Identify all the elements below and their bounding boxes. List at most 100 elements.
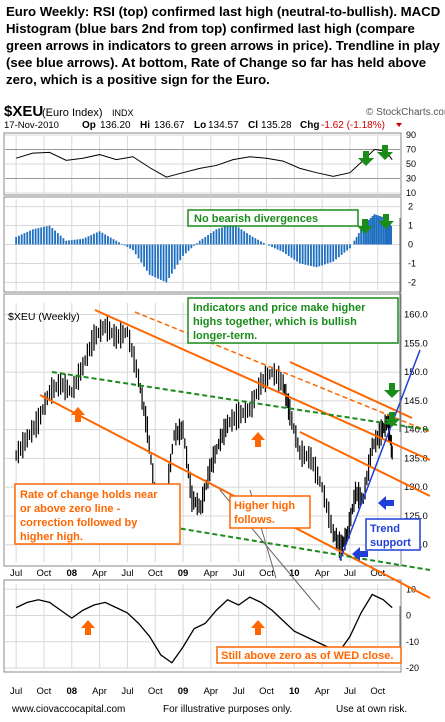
macd-bar	[221, 227, 223, 245]
x-tick-label: 10	[289, 568, 300, 579]
macd-bar	[321, 244, 324, 266]
annotation-still-above: Still above zero as of WED close.	[216, 646, 402, 664]
macd-bar	[45, 226, 48, 245]
x-tick-label: 09	[178, 568, 189, 579]
x-tick-label: Jul	[121, 686, 133, 697]
macd-bar	[159, 244, 162, 280]
macd-bar	[48, 225, 51, 245]
macd-bar	[123, 244, 126, 246]
macd-bar	[337, 244, 340, 258]
x-tick-label: Apr	[92, 686, 107, 697]
annotation-roc-note: Rate of change holds near or above zero l…	[14, 483, 181, 545]
macd-bar	[215, 229, 218, 245]
macd-bar	[34, 228, 37, 245]
x-tick-label: Oct	[37, 568, 52, 579]
macd-bar	[81, 238, 84, 245]
macd-bar	[182, 244, 184, 256]
macd-bar	[304, 244, 307, 265]
macd-bar	[37, 228, 40, 245]
x-tick-label: Oct	[148, 686, 163, 697]
macd-bar	[31, 229, 34, 245]
price-tick-label: 160.0	[404, 310, 428, 321]
roc-panel	[3, 579, 402, 673]
macd-bar	[248, 235, 251, 245]
macd-bar	[90, 235, 93, 245]
macd-bar	[246, 233, 248, 245]
down-triangle-icon	[396, 123, 402, 127]
macd-bar	[296, 244, 298, 262]
macd-tick-label: 0	[408, 240, 413, 250]
macd-bar	[315, 244, 318, 268]
macd-bar	[118, 242, 120, 245]
headline: Euro Weekly: RSI (top) confirmed last hi…	[6, 4, 441, 87]
macd-bar	[18, 235, 20, 245]
macd-bar	[15, 236, 18, 245]
blue-arrow-icon	[352, 547, 368, 561]
x-tick-label: Jul	[121, 568, 133, 579]
orange-channel-dashed	[134, 311, 431, 433]
macd-bar	[201, 238, 204, 245]
macd-bar	[109, 237, 112, 245]
macd-bar	[207, 235, 209, 245]
macd-bar	[145, 244, 148, 271]
macd-bar	[79, 239, 82, 245]
price-tick-label: 125.0	[404, 511, 428, 522]
rsi-tick-label: 30	[406, 174, 416, 184]
low-value: 134.57	[208, 120, 239, 131]
macd-bar	[373, 214, 376, 245]
macd-bar	[290, 244, 293, 258]
symbol: $XEU	[4, 103, 43, 120]
macd-bar	[282, 244, 285, 253]
annotation-higher-high: Higher high follows.	[229, 495, 311, 529]
macd-bar	[165, 244, 168, 283]
macd-bar	[335, 244, 337, 260]
price-tick-label: 145.0	[404, 396, 428, 407]
x-tick-label: Jul	[233, 686, 245, 697]
roc-tick-label: -20	[406, 663, 419, 673]
chg-label: Chg	[300, 120, 319, 131]
macd-bar	[40, 227, 43, 245]
rsi-line	[15, 148, 393, 178]
x-tick-label: Apr	[315, 568, 330, 579]
macd-bar	[54, 230, 56, 245]
macd-bar	[179, 244, 182, 261]
macd-bar	[273, 244, 276, 249]
macd-bar	[218, 228, 221, 245]
macd-bar	[285, 244, 287, 254]
green-arrow-icon	[384, 383, 400, 398]
x-tick-label: Oct	[148, 568, 163, 579]
svg-text:Still above zero as of WED clo: Still above zero as of WED close.	[221, 650, 393, 662]
x-tick-label: 08	[66, 568, 77, 579]
data-layer: Jul Jul Oct Oct 08 08 Apr Apr Jul Jul Oct Oct 09 09 Ap…	[10, 130, 428, 697]
macd-bar	[343, 244, 346, 253]
macd-bar	[134, 244, 137, 255]
footer-site[interactable]: www.ciovaccocapital.com	[12, 704, 126, 715]
macd-bar	[76, 239, 79, 245]
macd-bar	[143, 244, 145, 267]
macd-bar	[157, 244, 159, 279]
macd-bar	[390, 225, 392, 245]
macd-tick-label: -2	[408, 277, 416, 287]
macd-bar	[318, 244, 321, 267]
blue-arrow-icon	[378, 496, 394, 510]
macd-bar	[226, 225, 229, 245]
open-value: 136.20	[100, 120, 131, 131]
macd-bar	[56, 233, 59, 245]
macd-bar	[162, 244, 165, 282]
macd-bar	[234, 225, 237, 245]
annotation-trend-support: Trend support	[365, 518, 421, 551]
price-tick-label: 135.0	[404, 453, 428, 464]
macd-bar	[364, 223, 367, 245]
green-arrow-icon	[358, 151, 374, 166]
macd-bar	[254, 238, 257, 245]
macd-bar	[276, 244, 279, 250]
x-tick-label: 08	[66, 686, 77, 697]
green-arrow-icon	[378, 214, 394, 229]
price-tick-label: 130.0	[404, 482, 428, 493]
x-tick-label: Oct	[259, 686, 274, 697]
annotation-no-divergence: No bearish divergences	[187, 209, 359, 227]
macd-bar	[148, 244, 151, 275]
macd-bar	[366, 221, 368, 245]
macd-bar	[190, 244, 193, 249]
